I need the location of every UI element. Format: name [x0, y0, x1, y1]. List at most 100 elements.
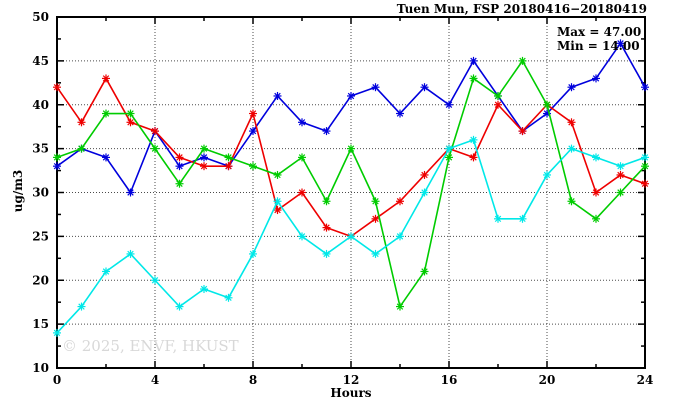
data-point-marker — [126, 118, 135, 127]
data-point-marker — [53, 153, 61, 162]
data-point-marker — [151, 144, 159, 153]
data-point-marker — [298, 118, 306, 127]
data-point-marker — [151, 127, 159, 136]
y-axis-label: ug/m3 — [11, 169, 25, 213]
data-point-marker — [616, 188, 625, 197]
data-point-marker — [273, 206, 282, 215]
data-point-marker — [77, 118, 86, 127]
data-point-marker — [298, 232, 306, 241]
data-point-marker — [567, 118, 576, 127]
data-point-marker — [445, 144, 453, 153]
data-point-marker — [126, 109, 135, 118]
data-point-marker — [175, 162, 184, 171]
y-tick-label: 50 — [32, 10, 49, 24]
x-tick-label: 8 — [249, 373, 257, 387]
watermark: © 2025, ENVF, HKUST — [62, 337, 239, 355]
y-tick-label: 10 — [32, 361, 49, 375]
data-point-marker — [371, 214, 380, 223]
data-point-marker — [53, 328, 61, 337]
data-point-marker — [420, 267, 429, 276]
data-point-marker — [641, 83, 649, 92]
data-point-marker — [77, 302, 86, 311]
data-point-marker — [567, 197, 576, 206]
data-point-marker — [249, 127, 257, 136]
data-point-marker — [371, 83, 380, 92]
data-point-marker — [102, 267, 110, 276]
x-tick-label: 0 — [53, 373, 61, 387]
maxmin-annotation: Max = 47.00 Min = 14.00 — [557, 25, 641, 53]
y-tick-label: 40 — [32, 98, 49, 112]
data-point-marker — [567, 144, 576, 153]
data-point-marker — [200, 285, 208, 294]
data-point-marker — [347, 91, 355, 100]
data-point-marker — [592, 153, 600, 162]
data-point-marker — [102, 74, 110, 83]
data-point-marker — [200, 153, 208, 162]
data-point-marker — [322, 223, 331, 232]
data-point-marker — [249, 249, 257, 258]
data-point-marker — [420, 83, 429, 92]
min-value-label: Min = 14.00 — [557, 39, 640, 53]
data-point-marker — [420, 170, 429, 179]
data-point-marker — [592, 188, 600, 197]
data-point-marker — [396, 302, 404, 311]
data-point-marker — [396, 109, 404, 118]
data-point-marker — [396, 197, 404, 206]
data-point-marker — [371, 249, 380, 258]
data-point-marker — [616, 170, 625, 179]
data-point-marker — [347, 144, 355, 153]
data-point-marker — [224, 162, 233, 171]
data-point-marker — [445, 153, 453, 162]
data-point-marker — [641, 153, 649, 162]
data-point-marker — [347, 232, 355, 241]
data-point-marker — [175, 302, 184, 311]
data-point-marker — [53, 162, 61, 171]
max-value-label: Max = 47.00 — [557, 25, 642, 39]
data-point-marker — [298, 153, 306, 162]
data-point-marker — [592, 74, 600, 83]
y-tick-label: 15 — [32, 317, 49, 331]
data-point-marker — [616, 39, 625, 48]
x-tick-label: 20 — [539, 373, 556, 387]
y-tick-label: 35 — [32, 142, 49, 156]
data-point-marker — [298, 188, 306, 197]
data-point-marker — [53, 83, 61, 92]
data-point-marker — [224, 293, 233, 302]
data-point-marker — [273, 91, 282, 100]
data-point-marker — [102, 153, 110, 162]
data-point-marker — [126, 188, 135, 197]
plot-border — [56, 16, 646, 369]
data-point-marker — [200, 144, 208, 153]
x-tick-label: 4 — [151, 373, 159, 387]
data-point-marker — [371, 197, 380, 206]
data-point-marker — [518, 56, 527, 65]
data-point-marker — [469, 135, 478, 144]
data-point-marker — [641, 162, 649, 171]
data-point-marker — [518, 127, 527, 136]
data-point-marker — [543, 170, 551, 179]
x-tick-label: 12 — [343, 373, 360, 387]
chart-title: Tuen Mun, FSP 20180416−20180419 — [396, 2, 647, 16]
data-point-marker — [249, 162, 257, 171]
data-point-marker — [273, 197, 282, 206]
data-point-marker — [175, 153, 184, 162]
data-point-marker — [616, 162, 625, 171]
data-point-marker — [420, 188, 429, 197]
data-point-marker — [273, 170, 282, 179]
data-point-marker — [175, 179, 184, 188]
y-tick-label: 30 — [32, 186, 49, 200]
data-point-marker — [641, 179, 649, 188]
data-point-marker — [567, 83, 576, 92]
data-point-marker — [469, 74, 478, 83]
y-tick-label: 45 — [32, 54, 49, 68]
data-point-marker — [322, 249, 331, 258]
data-point-marker — [249, 109, 257, 118]
data-point-marker — [592, 214, 600, 223]
y-tick-label: 20 — [32, 273, 49, 287]
data-point-marker — [151, 276, 159, 285]
data-point-marker — [200, 162, 208, 171]
data-point-marker — [469, 153, 478, 162]
data-point-marker — [126, 249, 135, 258]
data-point-marker — [445, 100, 453, 109]
